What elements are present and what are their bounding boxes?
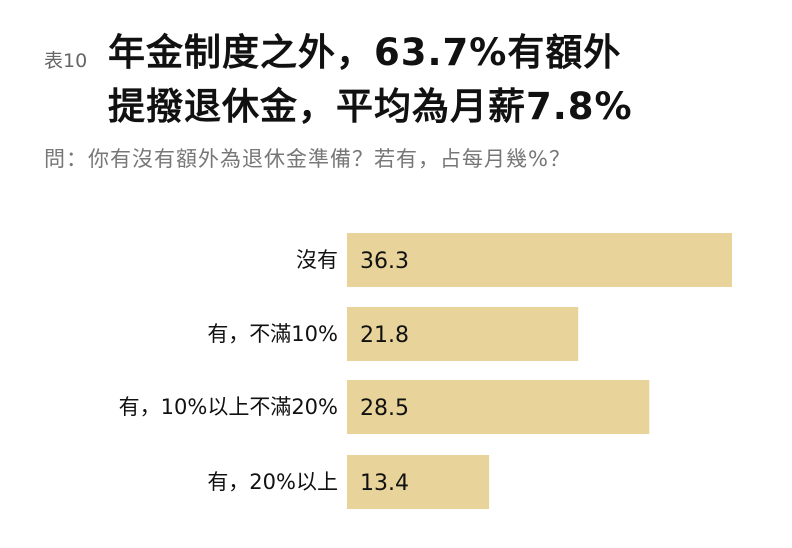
title-line-2: 提撥退休金，平均為月薪7.8% [108, 85, 633, 128]
bar [347, 233, 732, 287]
survey-question: 問：你有沒有額外為退休金準備？若有，占每月幾%？ [44, 147, 571, 171]
bar [347, 307, 579, 361]
data-label: 28.5 [360, 396, 409, 421]
bar [347, 455, 490, 509]
category-label: 有，不滿10% [207, 322, 338, 346]
category-label: 有，20%以上 [207, 470, 338, 494]
table-number: 表10 [44, 50, 88, 72]
bar [347, 380, 650, 434]
category-label: 沒有 [296, 248, 338, 272]
category-label: 有，10%以上不滿20% [119, 395, 338, 419]
data-label: 13.4 [360, 471, 409, 496]
data-label: 21.8 [360, 323, 409, 348]
data-label: 36.3 [360, 249, 409, 274]
chart-title: 年金制度之外，63.7%有額外 提撥退休金，平均為月薪7.8% [108, 26, 633, 134]
title-line-1: 年金制度之外，63.7%有額外 [108, 31, 622, 74]
